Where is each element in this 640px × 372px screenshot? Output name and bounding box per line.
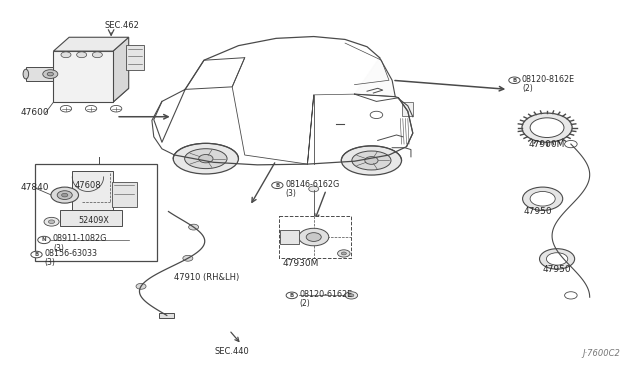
Circle shape bbox=[272, 182, 283, 189]
Text: 08156-63033: 08156-63033 bbox=[44, 249, 97, 258]
Text: B: B bbox=[35, 252, 38, 257]
Circle shape bbox=[122, 236, 135, 244]
Text: N: N bbox=[42, 237, 46, 243]
Circle shape bbox=[337, 250, 350, 257]
Text: 47950: 47950 bbox=[524, 207, 552, 216]
Text: 47840: 47840 bbox=[20, 183, 49, 192]
Text: B: B bbox=[275, 183, 280, 188]
Text: 08146-6162G: 08146-6162G bbox=[285, 180, 340, 189]
Bar bbox=[60, 210, 122, 226]
Circle shape bbox=[341, 252, 346, 255]
Bar bbox=[72, 171, 113, 222]
Circle shape bbox=[61, 52, 71, 58]
Ellipse shape bbox=[23, 69, 29, 79]
Circle shape bbox=[530, 192, 555, 206]
Text: 08120-6162E: 08120-6162E bbox=[300, 290, 353, 299]
Text: (3): (3) bbox=[285, 189, 296, 198]
Circle shape bbox=[126, 238, 131, 241]
Polygon shape bbox=[355, 58, 396, 97]
Circle shape bbox=[370, 111, 383, 119]
Polygon shape bbox=[54, 37, 129, 51]
Bar bbox=[125, 45, 145, 70]
Circle shape bbox=[49, 220, 54, 224]
Circle shape bbox=[61, 193, 68, 197]
Circle shape bbox=[564, 140, 577, 148]
Circle shape bbox=[57, 191, 72, 199]
Text: 47900M: 47900M bbox=[528, 140, 564, 150]
Text: 47608: 47608 bbox=[74, 181, 100, 190]
Bar bbox=[54, 51, 113, 102]
Circle shape bbox=[547, 253, 568, 265]
Circle shape bbox=[92, 52, 102, 58]
Bar bbox=[26, 67, 54, 81]
Bar bbox=[140, 205, 155, 211]
Bar bbox=[279, 216, 351, 258]
Circle shape bbox=[136, 283, 146, 289]
Circle shape bbox=[43, 70, 58, 78]
Circle shape bbox=[299, 228, 329, 246]
Circle shape bbox=[509, 77, 520, 84]
Circle shape bbox=[51, 187, 79, 203]
Ellipse shape bbox=[352, 151, 391, 170]
Circle shape bbox=[77, 52, 86, 58]
Circle shape bbox=[286, 292, 298, 299]
Circle shape bbox=[564, 292, 577, 299]
Circle shape bbox=[530, 118, 564, 138]
Circle shape bbox=[349, 294, 354, 297]
Circle shape bbox=[522, 113, 572, 142]
Text: 47930M: 47930M bbox=[282, 259, 319, 268]
Circle shape bbox=[60, 105, 72, 112]
Ellipse shape bbox=[173, 143, 239, 174]
Circle shape bbox=[198, 154, 213, 163]
Text: 08120-8162E: 08120-8162E bbox=[522, 75, 575, 84]
Text: 47950: 47950 bbox=[543, 266, 572, 275]
Circle shape bbox=[111, 105, 122, 112]
Text: 47910 (RH&LH): 47910 (RH&LH) bbox=[175, 273, 240, 282]
Circle shape bbox=[308, 186, 319, 192]
Text: 47600: 47600 bbox=[20, 108, 49, 117]
Circle shape bbox=[47, 72, 54, 76]
Circle shape bbox=[365, 157, 378, 164]
Ellipse shape bbox=[185, 149, 227, 169]
Text: (2): (2) bbox=[300, 299, 310, 308]
Circle shape bbox=[85, 105, 97, 112]
Bar bbox=[401, 102, 413, 116]
Text: (3): (3) bbox=[54, 244, 64, 253]
Text: (3): (3) bbox=[44, 258, 55, 267]
Circle shape bbox=[345, 292, 358, 299]
Circle shape bbox=[183, 255, 193, 261]
Text: 08911-1082G: 08911-1082G bbox=[53, 234, 107, 243]
Bar bbox=[35, 164, 157, 261]
Text: SEC.462: SEC.462 bbox=[105, 21, 140, 30]
Text: B: B bbox=[290, 293, 294, 298]
Circle shape bbox=[306, 232, 321, 241]
Bar bbox=[112, 182, 137, 207]
Text: 52409X: 52409X bbox=[79, 216, 109, 225]
Circle shape bbox=[38, 236, 51, 244]
Bar bbox=[159, 312, 174, 318]
Circle shape bbox=[189, 224, 198, 230]
Circle shape bbox=[523, 187, 563, 211]
Text: SEC.440: SEC.440 bbox=[215, 347, 250, 356]
Ellipse shape bbox=[341, 146, 401, 175]
Circle shape bbox=[44, 217, 59, 226]
Text: B: B bbox=[512, 78, 516, 83]
Polygon shape bbox=[113, 37, 129, 102]
Polygon shape bbox=[54, 88, 129, 102]
Bar bbox=[280, 231, 300, 244]
Circle shape bbox=[540, 249, 575, 269]
Circle shape bbox=[31, 251, 42, 258]
Text: (2): (2) bbox=[522, 84, 532, 93]
Text: J·7600C2: J·7600C2 bbox=[582, 349, 620, 358]
